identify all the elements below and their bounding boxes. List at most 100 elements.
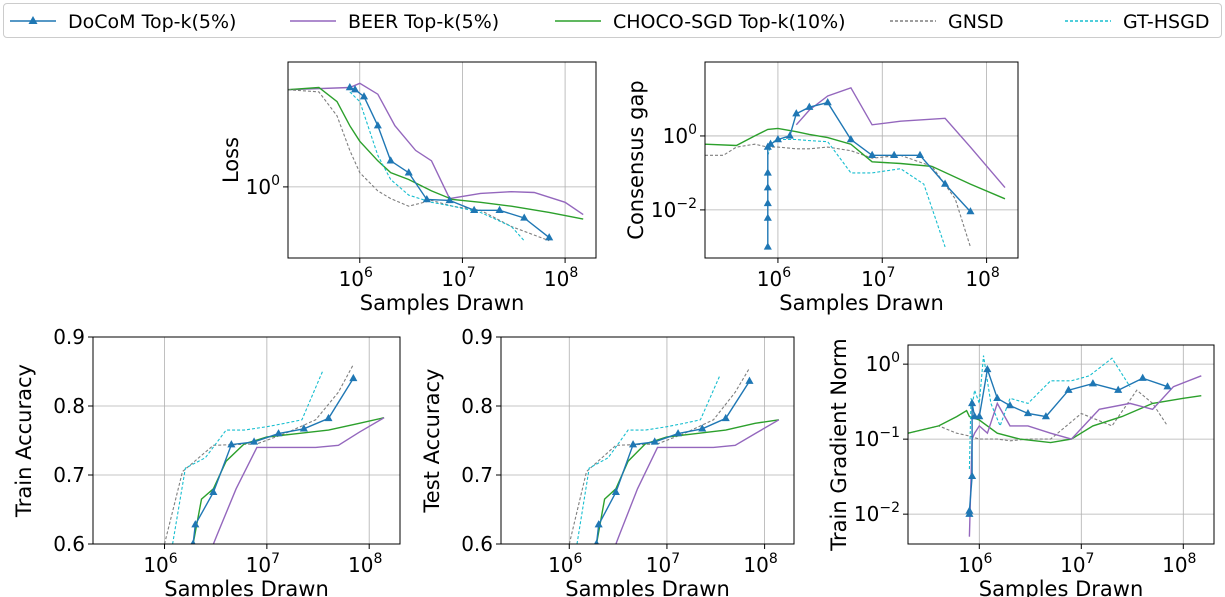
data-point-docom (545, 233, 554, 241)
data-point-docom (915, 150, 925, 158)
series-group (908, 355, 1202, 537)
tick-label-y: 100 (866, 350, 900, 376)
tick-label-y: 0.8 (53, 394, 85, 418)
data-point-docom (965, 506, 974, 514)
axes-frame (704, 61, 1019, 259)
series-group (705, 86, 1006, 250)
chart-grad_norm: 106 107 108 10−2 10−1 100 Samples Drawn Train G… (827, 338, 1215, 597)
series-line-beer (615, 419, 780, 544)
data-point-docom (227, 440, 236, 448)
tick-label-x: 108 (1162, 551, 1196, 577)
series-line-gthsgd (172, 371, 324, 544)
tick-label-x: 106 (548, 551, 582, 577)
chart-test_acc: 106 107 108 0.6 0.7 0.8 0.9 Samples Drawn Test A… (420, 325, 795, 597)
data-point-docom (1163, 382, 1172, 390)
series-line-gnsd (908, 389, 1168, 442)
data-point-docom (763, 242, 772, 250)
data-point-docom (698, 424, 707, 432)
data-point-docom (351, 85, 360, 93)
tick-label-x: 108 (965, 265, 999, 291)
tick-label-x: 107 (861, 265, 895, 291)
series-line-gthsgd (968, 355, 1131, 470)
data-point-docom (785, 131, 794, 139)
series-line-gnsd (288, 89, 550, 242)
y-axis-label: Train Accuracy (12, 364, 36, 518)
axes-frame (500, 336, 795, 545)
legend-entry-choco: CHOCO-SGD Top-k(10%) (555, 11, 846, 33)
data-point-docom (846, 135, 855, 143)
tick-label-y: 100 (246, 173, 280, 199)
data-point-docom (209, 487, 218, 495)
data-point-docom (190, 539, 196, 544)
series-line-choco (288, 86, 584, 220)
tick-label-y: 10−1 (854, 425, 900, 451)
tick-label-x: 106 (339, 265, 373, 291)
legend-marker (28, 16, 38, 24)
legend-entry-gthsgd: GT-HSGD (1065, 11, 1209, 33)
data-point-docom (763, 168, 772, 176)
data-point-docom (763, 198, 772, 207)
data-point-docom (1041, 412, 1050, 420)
data-point-docom (594, 520, 603, 528)
data-point-docom (993, 393, 1002, 402)
data-point-docom (674, 429, 683, 437)
data-point-docom (792, 109, 801, 117)
data-point-docom (968, 471, 977, 479)
series-line-gnsd (568, 367, 750, 544)
data-point-docom (445, 195, 454, 204)
data-point-docom (349, 373, 358, 382)
tick-label-y: 0.7 (461, 463, 493, 487)
series-line-choco (908, 395, 1202, 444)
data-point-docom (941, 179, 950, 187)
tick-label-x: 107 (441, 265, 475, 291)
tick-label-y: 0.6 (53, 532, 85, 556)
series-line-beer (968, 375, 1202, 537)
data-point-docom (763, 213, 772, 221)
data-point-docom (250, 437, 259, 445)
legend-label: DoCoM Top-k(5%) (68, 11, 236, 33)
data-point-docom (975, 412, 984, 420)
data-point-docom (805, 102, 814, 110)
y-axis-label: Test Accuracy (420, 369, 444, 514)
data-point-docom (191, 520, 200, 528)
series-line-docom (767, 101, 971, 247)
y-axis-label: Loss (219, 137, 243, 183)
tick-label-y: 0.9 (53, 325, 85, 349)
legend-entry-gnsd: GNSD (890, 11, 1004, 33)
tick-label-y: 0.8 (461, 394, 493, 418)
x-axis-label: Samples Drawn (360, 291, 525, 315)
data-point-docom (1088, 379, 1097, 387)
chart-train_acc: 106 107 108 0.6 0.7 0.8 0.9 Samples Drawn Train … (12, 325, 401, 597)
series-line-gthsgd (576, 374, 721, 544)
tick-label-y: 10−2 (854, 500, 900, 526)
data-point-docom (629, 440, 638, 448)
data-point-docom (386, 156, 395, 164)
legend-label: GT-HSGD (1123, 11, 1209, 33)
data-point-docom (1005, 401, 1015, 409)
series-line-gthsgd (349, 91, 525, 242)
data-point-docom (593, 539, 600, 544)
data-point-docom (966, 207, 975, 215)
x-axis-label: Samples Drawn (979, 577, 1144, 597)
legend-label: GNSD (948, 11, 1004, 33)
data-point-docom (299, 424, 308, 432)
tick-label-x: 106 (958, 551, 992, 577)
x-axis-label: Samples Drawn (164, 577, 329, 597)
tick-label-x: 107 (246, 551, 280, 577)
data-point-docom (345, 82, 354, 91)
series-line-beer (288, 82, 584, 216)
data-point-docom (359, 92, 369, 100)
data-point-docom (968, 398, 977, 407)
data-point-docom (773, 135, 782, 143)
data-point-docom (520, 213, 529, 221)
data-point-docom (1138, 373, 1147, 381)
series-line-gnsd (163, 364, 354, 544)
tick-label-x: 106 (757, 265, 791, 291)
legend-entry-docom: DoCoM Top-k(5%) (10, 11, 236, 33)
legend-entry-beer: BEER Top-k(5%) (290, 11, 499, 33)
chart-loss: 106 107 108 100 Samples Drawn Loss (219, 61, 597, 315)
tick-label-y: 100 (663, 122, 697, 148)
tick-label-x: 108 (348, 551, 382, 577)
data-point-docom (373, 121, 382, 129)
